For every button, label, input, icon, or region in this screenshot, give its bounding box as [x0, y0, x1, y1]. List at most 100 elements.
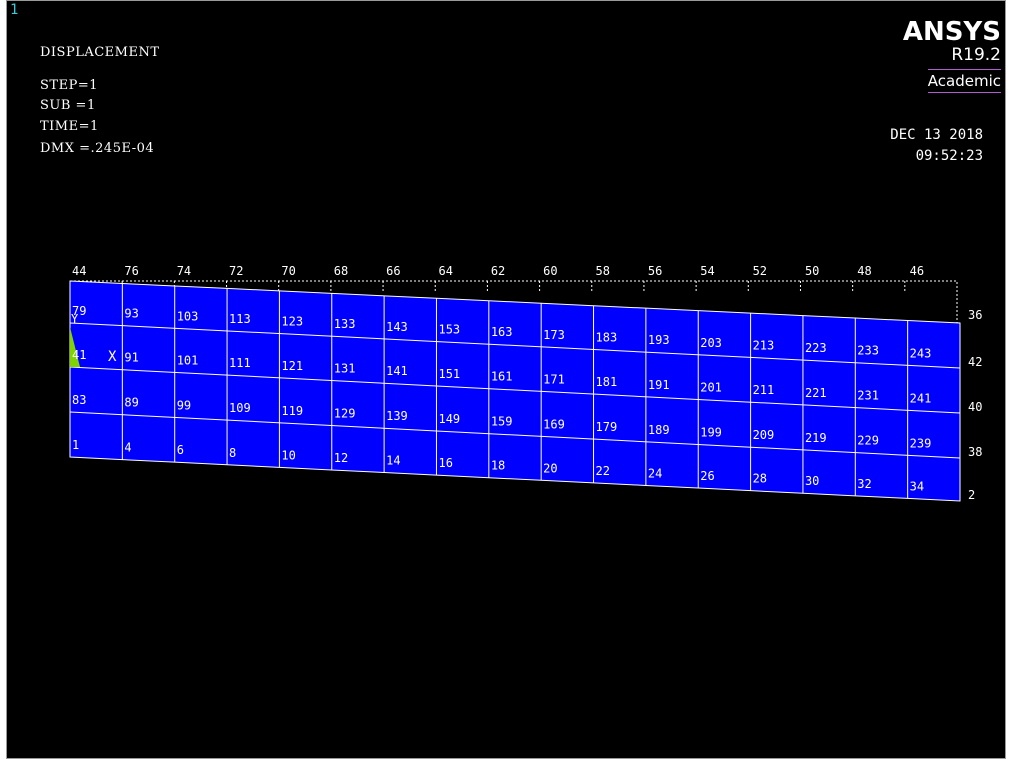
node-label: 109 [229, 401, 251, 415]
node-label: 179 [596, 420, 618, 434]
logo-version: R19.2 [951, 45, 1001, 65]
node-label: 28 [753, 472, 767, 486]
node-label-top: 66 [386, 264, 400, 278]
node-label: 189 [648, 423, 670, 437]
graphics-window[interactable]: 1 DISPLACEMENT STEP=1 SUB =1 TIME=1 DMX … [6, 0, 1006, 759]
node-label-top: 68 [334, 264, 348, 278]
ansys-logo: ANSYS R19.2 Academic [903, 19, 1001, 93]
node-label-top: 58 [596, 264, 610, 278]
date-label: DEC 13 2018 [890, 127, 983, 143]
node-label: 183 [596, 330, 618, 344]
node-label: 209 [753, 428, 775, 442]
node-label: 239 [910, 436, 932, 450]
deformed-mesh [69, 280, 961, 502]
node-label: 159 [491, 415, 513, 429]
node-label: 4 [124, 441, 131, 455]
node-label: 101 [177, 353, 199, 367]
node-label-top: 46 [910, 264, 924, 278]
window-number: 1 [10, 2, 19, 18]
node-label: 20 [543, 461, 557, 475]
node-label: 8 [229, 446, 236, 460]
node-label: 14 [386, 454, 400, 468]
node-label: 161 [491, 370, 513, 384]
node-label: 133 [334, 317, 356, 331]
node-label-top: 36 [968, 308, 982, 322]
node-label: 221 [805, 386, 827, 400]
node-label: 203 [700, 336, 722, 350]
constraint-triangle [70, 327, 80, 367]
step-label: STEP=1 [40, 78, 98, 93]
node-label: 121 [281, 359, 303, 373]
node-label: 141 [386, 364, 408, 378]
node-label: 79 [72, 304, 86, 318]
constraint-marker [70, 327, 80, 367]
axis-y-label: Y [71, 312, 79, 326]
node-label: 26 [700, 469, 714, 483]
timestamp: DEC 13 2018 09:52:23 [890, 125, 983, 167]
node-label: 149 [438, 412, 460, 426]
node-label-top: 44 [72, 264, 86, 278]
node-label-top: 76 [124, 264, 138, 278]
time-label-clock: 09:52:23 [915, 148, 983, 164]
mesh-row-line [69, 322, 961, 369]
node-label-top: 48 [857, 264, 871, 278]
node-label: 93 [124, 307, 138, 321]
logo-edition-top-rule [927, 69, 1001, 70]
node-label: 181 [596, 375, 618, 389]
node-label: 153 [438, 323, 460, 337]
logo-edition: Academic [927, 72, 1001, 90]
node-label: 193 [648, 333, 670, 347]
node-label: 233 [857, 344, 879, 358]
node-label: 6 [177, 443, 184, 457]
node-label: 191 [648, 378, 670, 392]
node-label: 241 [910, 391, 932, 405]
time-label: TIME=1 [40, 119, 99, 134]
logo-edition-box: Academic [927, 69, 1001, 93]
node-label-top: 74 [177, 264, 191, 278]
node-label: 113 [229, 312, 251, 326]
node-label: 32 [857, 477, 871, 491]
node-label: 219 [805, 431, 827, 445]
node-label: 103 [177, 309, 199, 323]
logo-edition-bottom-rule [927, 92, 1001, 93]
node-label: 201 [700, 380, 722, 394]
node-label: 139 [386, 409, 408, 423]
node-label: 42 [968, 355, 982, 369]
node-label: 91 [124, 351, 138, 365]
node-label: 22 [596, 464, 610, 478]
node-label: 123 [281, 315, 303, 329]
substep-label: SUB =1 [40, 98, 96, 113]
node-label: 129 [334, 407, 356, 421]
node-label: 163 [491, 325, 513, 339]
node-label: 2 [968, 488, 975, 502]
mesh-row-line [69, 366, 961, 414]
node-label: 119 [281, 404, 303, 418]
node-label: 41 [72, 348, 86, 362]
node-label: 231 [857, 389, 879, 403]
node-label-top: 64 [438, 264, 452, 278]
node-label: 40 [968, 400, 982, 414]
dmx-label: DMX =.245E-04 [40, 141, 155, 156]
node-label: 30 [805, 474, 819, 488]
node-label: 171 [543, 372, 565, 386]
node-label: 16 [438, 456, 452, 470]
result-title: DISPLACEMENT [40, 45, 160, 60]
node-label-top: 54 [700, 264, 714, 278]
node-label: 199 [700, 425, 722, 439]
node-label: 131 [334, 362, 356, 376]
node-label: 89 [124, 396, 138, 410]
logo-name: ANSYS [902, 17, 1001, 47]
node-label: 12 [334, 451, 348, 465]
node-label: 211 [753, 383, 775, 397]
node-label: 10 [281, 448, 295, 462]
node-label: 34 [910, 479, 924, 493]
node-label-top: 50 [805, 264, 819, 278]
mesh-row-line [69, 411, 961, 459]
node-label: 83 [72, 393, 86, 407]
node-label: 143 [386, 320, 408, 334]
node-label: 243 [910, 346, 932, 360]
node-label-top: 72 [229, 264, 243, 278]
node-label-top: 60 [543, 264, 557, 278]
